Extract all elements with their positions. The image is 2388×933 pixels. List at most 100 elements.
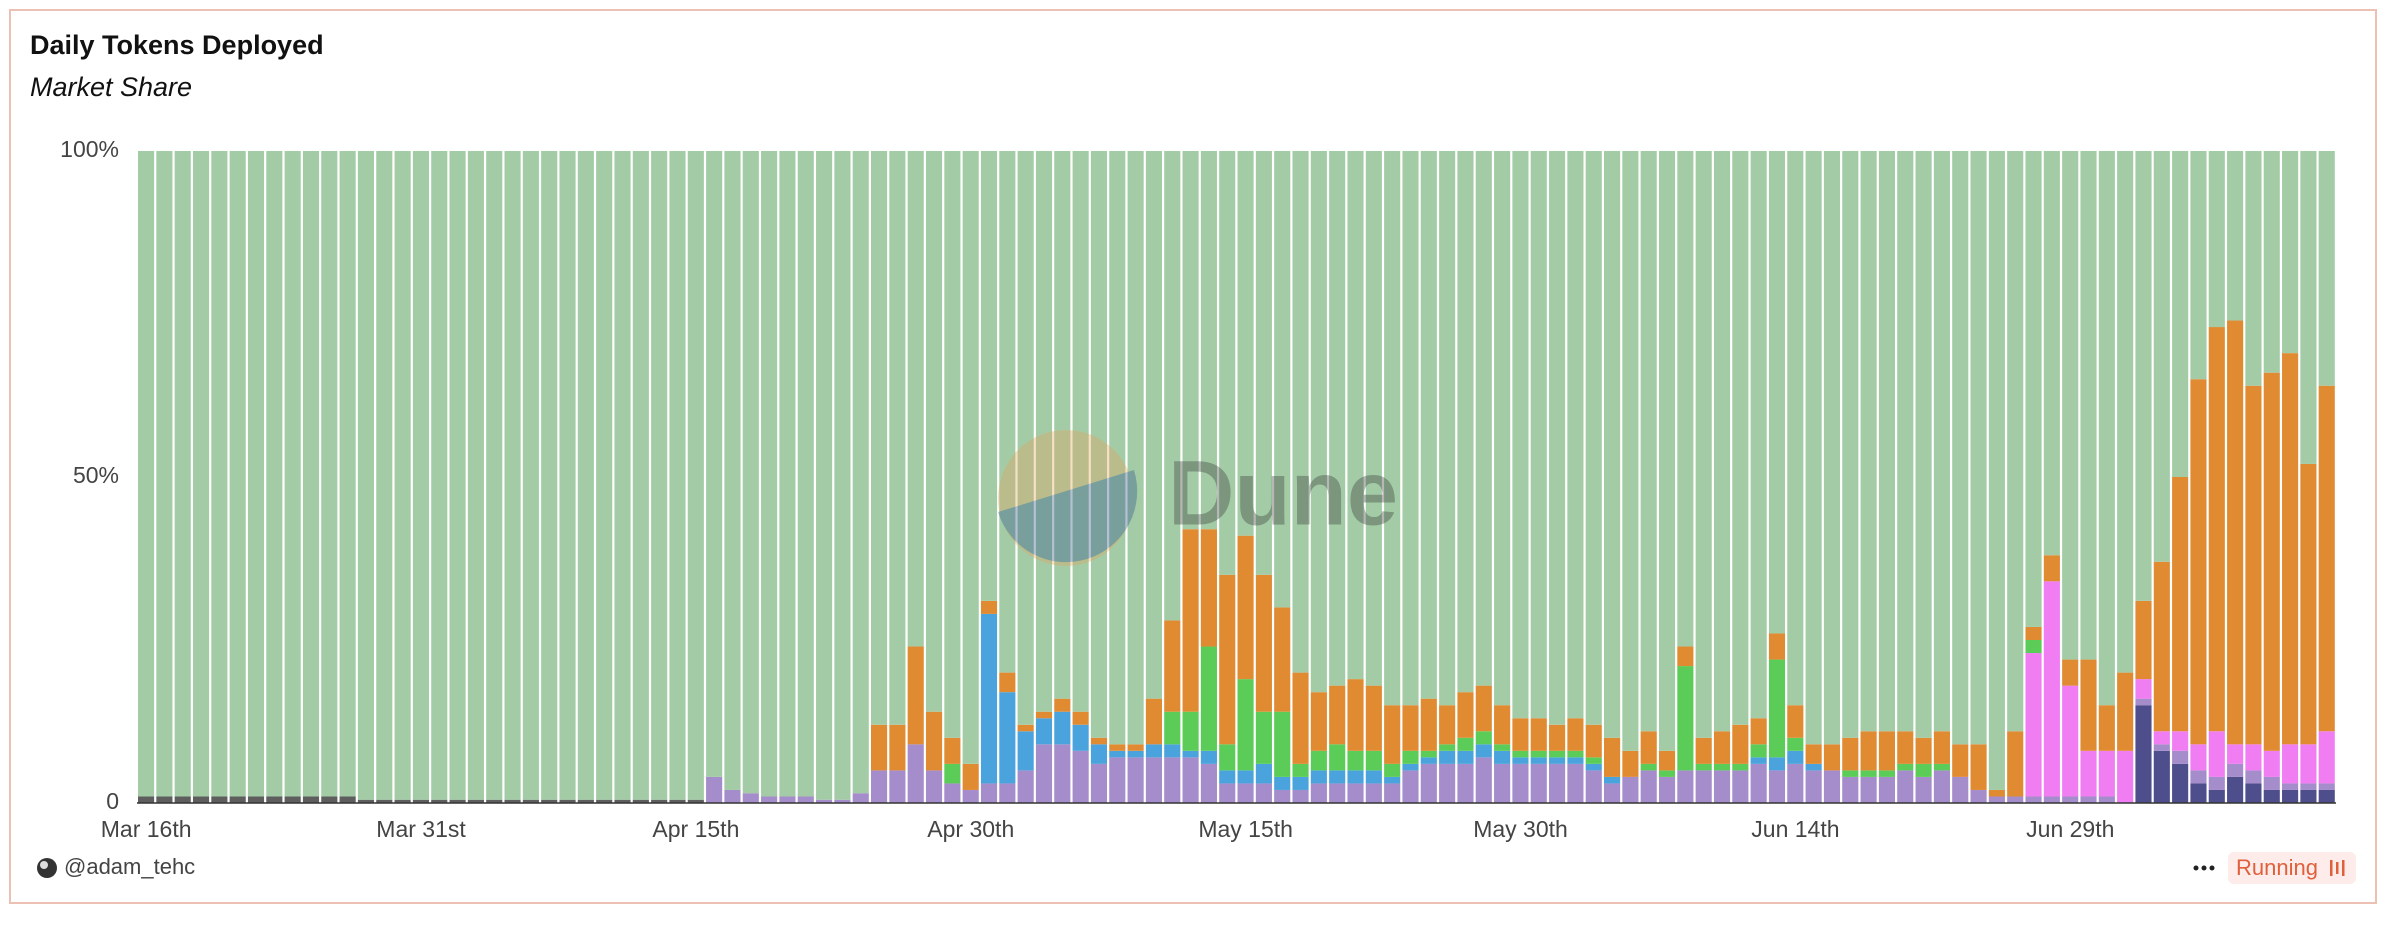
bar-segment (1530, 763, 1547, 803)
bar-segment (2300, 151, 2317, 464)
bar-segment (1805, 770, 1822, 803)
bar-segment (1988, 789, 2005, 797)
bar-segment (1090, 737, 1108, 745)
bar-segment (1109, 151, 1126, 745)
bar-segment (2080, 151, 2097, 660)
bar-segment (1768, 770, 1786, 803)
bar-segment (2172, 750, 2189, 764)
bar-segment (1255, 711, 1272, 764)
bar-segment (1420, 151, 1437, 699)
bar-segment (266, 796, 283, 803)
chart-subtitle: Market Share (30, 72, 192, 102)
bar-segment (211, 796, 228, 803)
bar-segment (1200, 151, 1217, 530)
bar-segment (2300, 789, 2317, 803)
bar-segment (889, 151, 906, 725)
bar-segment (1329, 783, 1346, 803)
bar-segment (2227, 763, 2244, 777)
bar-segment (2318, 385, 2335, 732)
author[interactable]: @adam_tehc (64, 854, 195, 879)
bar-segment (1878, 770, 1895, 777)
status-badge (2228, 852, 2356, 884)
bar-segment (1347, 750, 1364, 771)
bar-segment (980, 151, 998, 601)
bar-segment (980, 783, 998, 803)
bar-segment (559, 151, 576, 800)
bar-segment (1347, 770, 1364, 784)
bar-segment (1310, 783, 1327, 803)
bar-segment (1805, 763, 1822, 771)
bar-segment (467, 799, 484, 803)
x-tick-label: Jun 29th (2026, 816, 2114, 842)
bar-segment (1274, 607, 1291, 712)
bar-segment (1457, 151, 1474, 693)
bar-segment (1860, 776, 1877, 803)
bar-segment (1897, 763, 1914, 771)
bar-segment (2135, 698, 2152, 706)
bar-segment (614, 799, 631, 803)
bar-segment (1933, 151, 1950, 732)
bar-segment (925, 711, 943, 771)
bar-segment (2098, 750, 2115, 797)
bar-segment (925, 770, 943, 803)
bar-segment (1329, 770, 1346, 784)
bar-segment (1457, 763, 1474, 803)
bar-segment (1035, 711, 1053, 719)
bar-segment (1658, 750, 1676, 771)
bar-segment (1640, 770, 1657, 803)
bar-segment (486, 151, 503, 800)
bar-segment (1952, 744, 1969, 777)
bar-segment (1530, 750, 1547, 758)
bar-segment (1145, 151, 1162, 699)
bar-segment (1164, 620, 1181, 712)
bar-segment (1823, 770, 1841, 803)
bar-segment (1274, 151, 1291, 608)
more-menu[interactable] (2193, 865, 2215, 871)
bar-segment (2245, 151, 2262, 386)
bar-segment (1494, 763, 1511, 803)
bar-segment (1567, 151, 1584, 719)
bar-segment (1549, 151, 1566, 725)
bar-segment (2263, 372, 2280, 751)
bar-segment (504, 151, 521, 800)
bar-segment (1585, 757, 1602, 764)
bar-segment (706, 151, 723, 777)
bar-segment (1365, 151, 1382, 686)
bar-segment (1384, 151, 1401, 706)
bar-segment (687, 799, 704, 803)
bar-segment (2153, 744, 2170, 751)
dot (2201, 865, 2207, 871)
bar-segment (1402, 763, 1419, 771)
bar-segment (1329, 151, 1346, 686)
bar-segment (2135, 151, 2152, 601)
bar-segment (1219, 151, 1236, 575)
bar-segment (2282, 744, 2299, 784)
bar-segment (1182, 529, 1199, 712)
bar-segment (1933, 770, 1950, 803)
bar-segment (302, 151, 320, 797)
bar-segment (724, 789, 741, 803)
bar-segment (1127, 151, 1144, 745)
avatar (37, 858, 57, 878)
bar-segment (834, 151, 851, 800)
bar-segment (1494, 151, 1511, 706)
bar-segment (321, 796, 338, 803)
bar-segment (1585, 724, 1602, 758)
bar-segment (1164, 151, 1181, 621)
bar-segment (1255, 574, 1272, 712)
bar-segment (2135, 600, 2152, 680)
bar-segment (1677, 646, 1694, 667)
bar-segment (651, 799, 668, 803)
bar-segment (174, 151, 191, 797)
bar-segment (1713, 763, 1731, 771)
bar-segment (1292, 789, 1309, 803)
bar-segment (1384, 783, 1401, 803)
bar-segment (2227, 151, 2244, 321)
bar-segment (2282, 783, 2299, 790)
bar-segment (2080, 796, 2097, 803)
bar-segment (1475, 757, 1492, 803)
bar-segment (1457, 692, 1474, 738)
bar-segment (192, 151, 210, 797)
bar-segment (779, 151, 796, 797)
bar-segment (1384, 776, 1401, 784)
